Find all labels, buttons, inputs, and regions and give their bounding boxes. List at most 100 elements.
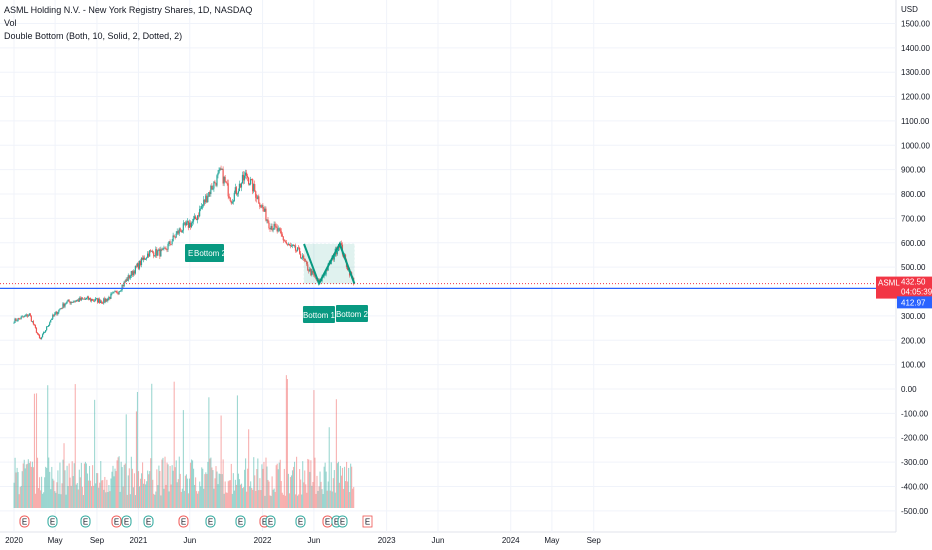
volume-bar (340, 475, 343, 508)
candle-body (297, 247, 300, 249)
volume-bar (194, 484, 196, 508)
volume-bar (86, 473, 89, 508)
volume-bar (211, 467, 213, 508)
y-tick-label: -500.00 (901, 507, 929, 516)
candle-body (87, 296, 90, 300)
volume-bar (63, 443, 65, 508)
candle-body (133, 271, 135, 274)
x-tick-label: Jun (307, 536, 320, 545)
candle-body (306, 261, 308, 265)
volume-bar (266, 466, 268, 508)
candle-body (38, 334, 41, 339)
volume-bar (20, 485, 22, 508)
volume-bar (73, 463, 75, 508)
volume-bar (59, 462, 61, 508)
candle-body (29, 313, 31, 317)
candle-body (314, 275, 316, 277)
candle-body (202, 204, 204, 207)
earnings-marker-label: E (334, 518, 339, 527)
volume-bar (160, 495, 162, 508)
volume-bar (336, 463, 338, 508)
candle-body (149, 250, 151, 257)
candle-body (170, 244, 172, 245)
candle-body (283, 240, 285, 242)
volume-bar (222, 459, 224, 508)
level-price-tag-bg (897, 296, 932, 309)
volume-bar (26, 463, 28, 508)
candle-body (222, 168, 224, 184)
volume-bar (49, 471, 51, 508)
candle-body (280, 231, 282, 235)
candle-body (175, 233, 177, 238)
volume-bar (97, 473, 99, 508)
candle-body (325, 269, 327, 275)
volume-bar (302, 461, 304, 508)
candle-body (301, 257, 303, 259)
candle-body (233, 192, 235, 202)
volume-bar (192, 460, 194, 508)
volume-bar (142, 462, 144, 508)
candle-body (245, 172, 248, 176)
x-tick-label: 2024 (502, 536, 520, 545)
volume-bar (175, 460, 177, 508)
volume-bar (291, 470, 294, 508)
candle-body (104, 298, 106, 302)
volume-bar (111, 471, 113, 508)
candle-body (66, 301, 68, 304)
candle-body (160, 249, 162, 257)
volume-bar (112, 465, 114, 508)
volume-bar (144, 479, 146, 508)
earnings-marker-icon (47, 515, 58, 528)
volume-bar (116, 460, 118, 508)
candle-body (249, 184, 251, 185)
volume-bar (218, 473, 220, 508)
volume-bar (308, 459, 310, 508)
candle-body (39, 338, 42, 340)
volume-bar (30, 466, 32, 508)
candle-body (285, 242, 287, 244)
candle-body (208, 192, 210, 197)
volume-bar (353, 486, 355, 508)
candle-body (155, 249, 157, 256)
candle-body (81, 297, 83, 299)
candle-body (107, 298, 109, 301)
earnings-marker-label: E (208, 518, 213, 527)
candle-body (337, 246, 339, 251)
candle-body (259, 203, 261, 207)
candle-body (19, 318, 21, 320)
volume-bar (135, 411, 137, 508)
candle-body (288, 243, 290, 246)
candle-body (72, 301, 74, 303)
volume-bar (258, 490, 260, 508)
candle-body (186, 221, 188, 223)
candle-body (106, 298, 108, 301)
candle-body (250, 179, 252, 185)
candle-body (23, 315, 25, 317)
earnings-marker-label: E (298, 518, 303, 527)
y-tick-label: 1500.00 (901, 19, 930, 28)
candle-body (47, 326, 49, 328)
candle-body (225, 181, 227, 183)
volume-bar (71, 461, 73, 508)
volume-bar (214, 478, 216, 508)
volume-bar (272, 489, 274, 508)
volume-bar (60, 494, 62, 508)
future-earnings-label: E (365, 518, 370, 527)
volume-bar (322, 494, 324, 508)
candle-body (277, 228, 279, 232)
candle-body (122, 285, 124, 287)
candle-body (204, 199, 206, 203)
volume-bar (279, 459, 281, 508)
volume-bar (177, 479, 179, 508)
level-price-value: 412.97 (901, 298, 926, 307)
volume-bar (114, 468, 116, 508)
volume-bar (315, 493, 317, 508)
candle-body (161, 249, 163, 251)
candle-body (147, 253, 149, 258)
candle-body (131, 271, 133, 276)
volume-bar (206, 473, 208, 508)
volume-bar (311, 485, 313, 508)
volume-bar (236, 395, 238, 508)
volume-bar (348, 467, 350, 508)
